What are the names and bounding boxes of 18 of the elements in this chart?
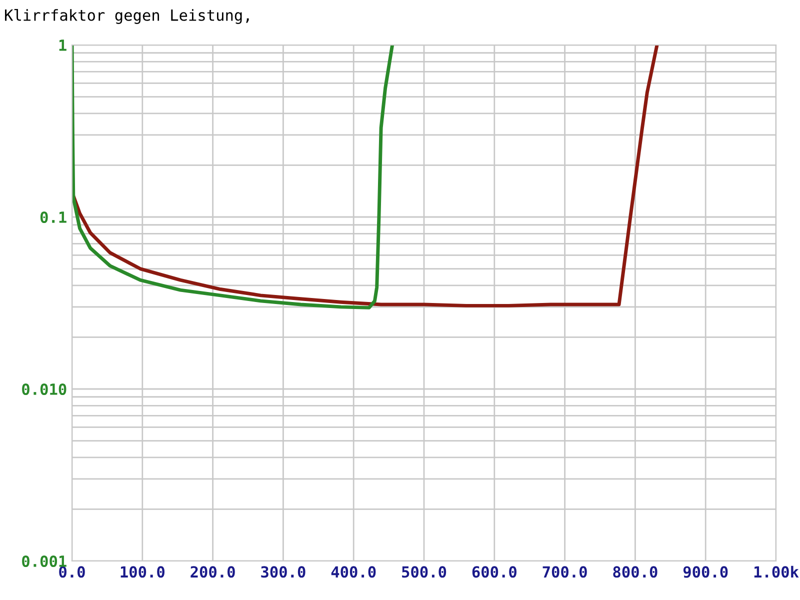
line-series [72,45,659,308]
x-tick-label: 200.0 [190,566,235,578]
x-tick-label: 900.0 [683,566,728,578]
y-tick-label: 0.010 [22,383,66,396]
x-tick-label: 1.00k [754,566,799,578]
x-tick-label: 700.0 [542,566,587,578]
x-tick-label: 500.0 [402,566,446,578]
chart-title: Klirrfaktor gegen Leistung, [5,9,249,24]
y-tick-label: 1 [59,40,66,51]
y-tick-label: 0.001 [22,555,66,568]
line-series [72,45,394,310]
x-tick-label: 100.0 [120,566,164,578]
x-tick-label: 0.0 [59,566,85,578]
x-tick-label: 800.0 [613,566,658,578]
x-tick-label: 400.0 [331,566,376,578]
x-tick-label: 300.0 [261,566,306,578]
x-tick-label: 600.0 [472,566,516,578]
y-tick-label: 0.1 [40,211,66,224]
